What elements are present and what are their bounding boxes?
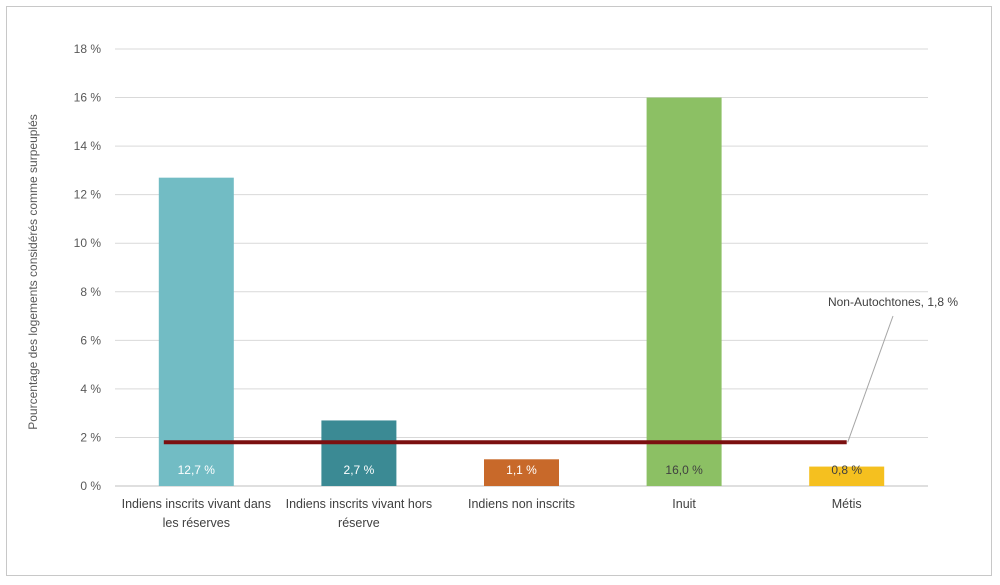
data-label: 1,1 % (506, 463, 537, 477)
y-tick-label: 16 % (74, 91, 102, 105)
bars (158, 97, 885, 487)
data-label: 16,0 % (665, 463, 703, 477)
y-tick-label: 8 % (80, 285, 101, 299)
y-tick-label: 0 % (80, 479, 101, 493)
bar (646, 97, 722, 487)
y-tick-label: 10 % (74, 236, 102, 250)
y-axis-title: Pourcentage des logements considérés com… (26, 114, 40, 430)
data-label: 12,7 % (178, 463, 216, 477)
gridlines (115, 48, 928, 487)
data-label: 0,8 % (831, 463, 862, 477)
reference-line-label: Non-Autochtones, 1,8 % (828, 295, 958, 309)
y-tick-label: 4 % (80, 382, 101, 396)
y-tick-label: 18 % (74, 42, 102, 56)
x-category-label: les réserves (163, 516, 230, 530)
y-tick-label: 14 % (74, 139, 102, 153)
data-labels: 12,7 % 2,7 % 1,1 % 16,0 % 0,8 % (178, 463, 863, 477)
reference-line-group: Non-Autochtones, 1,8 % (163, 295, 958, 445)
bar (158, 177, 234, 486)
x-category-label: réserve (338, 516, 380, 530)
x-category-label: Indiens inscrits vivant hors (286, 497, 433, 511)
bar (321, 420, 397, 486)
x-category-label: Indiens non inscrits (468, 497, 575, 511)
y-tick-label: 2 % (80, 430, 101, 444)
x-axis-categories: Indiens inscrits vivant dans les réserves… (122, 497, 862, 530)
bar (809, 466, 885, 486)
annotation-leader-line (847, 315, 894, 443)
data-label: 2,7 % (344, 463, 375, 477)
y-tick-label: 6 % (80, 333, 101, 347)
x-category-label: Métis (832, 497, 862, 511)
x-category-label: Inuit (672, 497, 696, 511)
x-category-label: Indiens inscrits vivant dans (122, 497, 271, 511)
y-axis-ticks: 0 % 2 % 4 % 6 % 8 % 10 % 12 % 14 % 16 % 18 % (74, 42, 102, 493)
bar (484, 459, 559, 486)
y-tick-label: 12 % (74, 188, 102, 202)
